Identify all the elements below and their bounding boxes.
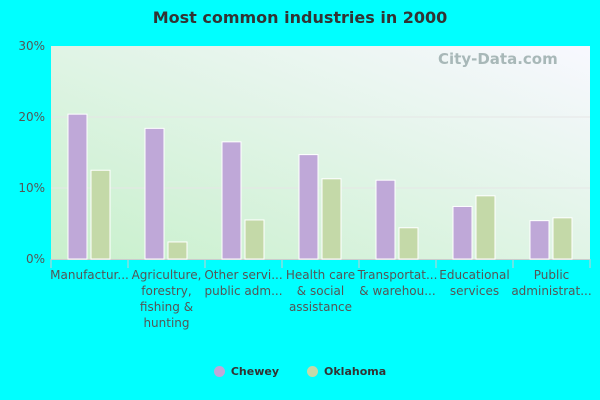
- bar-oklahoma: [90, 169, 111, 260]
- x-tick-label: Agriculture,: [132, 268, 202, 282]
- bar-chewey: [452, 205, 473, 260]
- bar-chewey: [298, 154, 319, 260]
- legend-item-chewey: Chewey: [213, 365, 280, 378]
- x-tick-label: services: [450, 284, 499, 298]
- x-tick-label: Educational: [439, 268, 509, 282]
- legend-item-oklahoma: Oklahoma: [307, 365, 386, 378]
- x-tick-label: Transportat...: [357, 268, 438, 282]
- legend-swatch: [213, 366, 225, 377]
- x-tick-label: administrat...: [511, 284, 591, 298]
- legend: Chewey Oklahoma: [0, 365, 600, 378]
- bar-chewey: [529, 220, 550, 260]
- bar-chewey: [144, 127, 165, 260]
- bar-oklahoma: [167, 241, 188, 260]
- x-tick-label: forestry,: [141, 284, 191, 298]
- x-tick-label: public adm...: [204, 284, 282, 298]
- x-tick-label: hunting: [143, 316, 189, 330]
- x-tick-label: & warehou...: [359, 284, 435, 298]
- chart-title: Most common industries in 2000: [152, 8, 448, 27]
- x-tick-label: Health care: [286, 268, 355, 282]
- plot-area: [51, 46, 590, 259]
- x-tick-label: Other servi...: [204, 268, 282, 282]
- y-tick-label: 30%: [18, 39, 45, 53]
- legend-label: Oklahoma: [324, 365, 387, 378]
- x-tick-label: assistance: [289, 300, 352, 314]
- x-tick-label: fishing &: [140, 300, 193, 314]
- bar-oklahoma: [244, 219, 265, 260]
- bar-chewey: [221, 141, 242, 260]
- bar-chewey: [67, 113, 88, 260]
- bar-chewey: [375, 179, 396, 260]
- bar-oklahoma: [552, 217, 573, 260]
- y-tick-label: 0%: [26, 252, 45, 266]
- y-tick-label: 10%: [18, 181, 45, 195]
- x-tick-label: Public: [534, 268, 570, 282]
- watermark: City-Data.com: [438, 50, 558, 68]
- x-tick-label: Manufactur...: [50, 268, 129, 282]
- bar-oklahoma: [475, 195, 496, 260]
- bar-oklahoma: [321, 178, 342, 260]
- legend-label: Chewey: [230, 365, 280, 378]
- bar-oklahoma: [398, 227, 419, 260]
- legend-swatch: [307, 366, 319, 377]
- x-tick-label: & social: [297, 284, 344, 298]
- y-tick-label: 20%: [18, 110, 45, 124]
